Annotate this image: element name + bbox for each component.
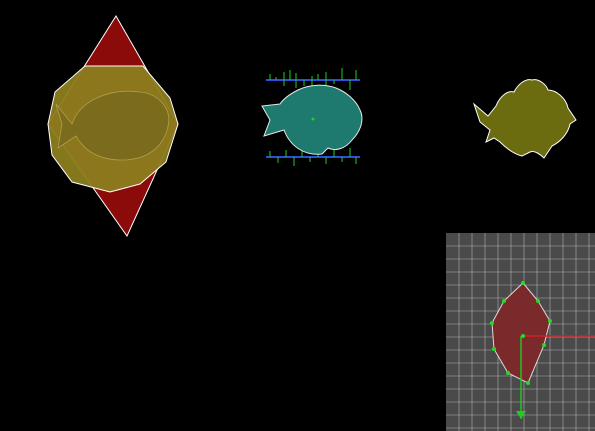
inset-vertices[interactable] [490, 281, 552, 385]
axis-y-arrowhead [516, 411, 526, 419]
plain-fish-group[interactable] [472, 79, 577, 159]
inset-grid-panel[interactable] [446, 233, 595, 431]
sampled-fish-group[interactable] [261, 68, 363, 166]
inner-fish-silhouette [55, 90, 170, 161]
convex-hull-fish-group[interactable] [47, 15, 179, 238]
olive-fish-silhouette [472, 79, 577, 159]
top-sample-ticks [269, 68, 357, 90]
fish-centroid [311, 117, 315, 121]
inset-shape-polygon [491, 282, 551, 384]
inset-grid-canvas [446, 233, 595, 431]
